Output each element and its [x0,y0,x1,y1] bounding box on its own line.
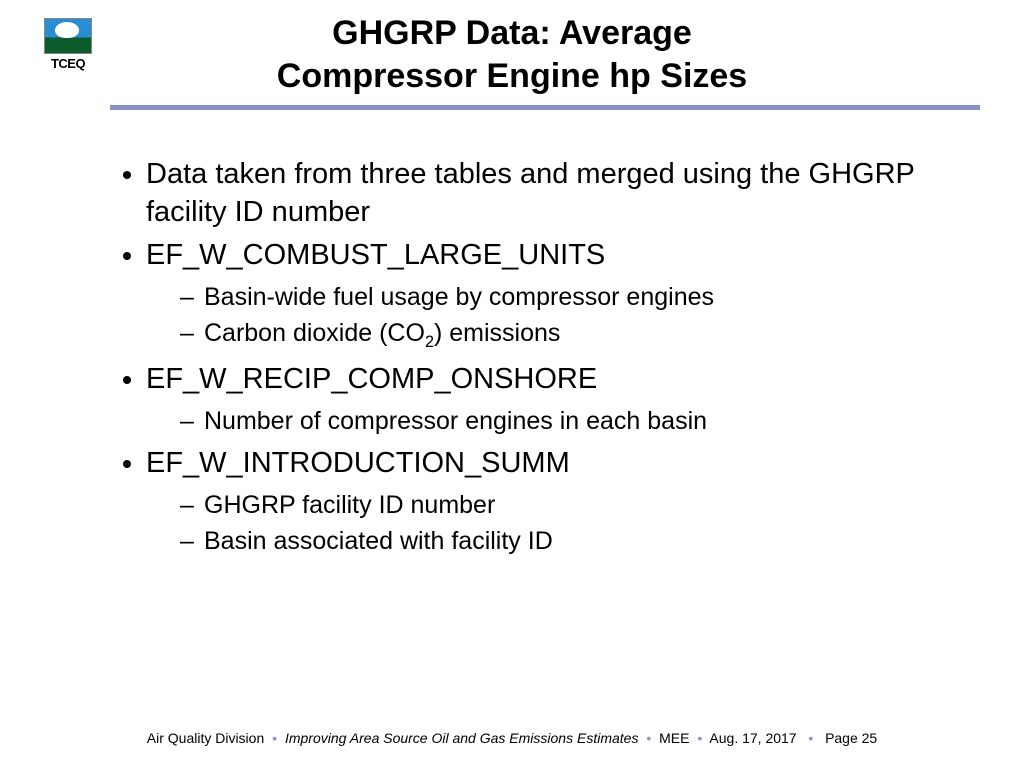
footer-separator: • [697,730,702,746]
bullet-item: EF_W_COMBUST_LARGE_UNITS Basin-wide fuel… [146,237,954,355]
sub-bullet-item: Carbon dioxide (CO2) emissions [180,315,954,355]
footer-separator: • [646,730,651,746]
footer-separator: • [808,730,813,746]
sub-bullet-item: GHGRP facility ID number [180,487,954,523]
bullet-list: Data taken from three tables and merged … [110,156,954,559]
bullet-text: EF_W_COMBUST_LARGE_UNITS [146,239,605,271]
sub-bullet-list: Basin-wide fuel usage by compressor engi… [146,279,954,355]
title-line-1: GHGRP Data: Average [332,14,692,52]
title-underline [110,105,980,110]
slide-header: TCEQ GHGRP Data: Average Compressor Engi… [0,0,1024,110]
slide-body: Data taken from three tables and merged … [0,110,1024,559]
slide-title: GHGRP Data: Average Compressor Engine hp… [0,12,1024,105]
tceq-logo: TCEQ [44,18,92,71]
sub-bullet-item: Basin-wide fuel usage by compressor engi… [180,279,954,315]
tceq-logo-image [44,18,92,54]
tceq-logo-text: TCEQ [44,56,92,71]
footer-page: Page 25 [825,730,877,746]
title-line-2: Compressor Engine hp Sizes [277,57,747,95]
sub-bullet-item: Number of compressor engines in each bas… [180,403,954,439]
sub-bullet-list: Number of compressor engines in each bas… [146,403,954,439]
bullet-item: Data taken from three tables and merged … [146,156,954,231]
slide-footer: Air Quality Division • Improving Area So… [0,730,1024,746]
bullet-item: EF_W_INTRODUCTION_SUMM GHGRP facility ID… [146,445,954,559]
sub-bullet-list: GHGRP facility ID number Basin associate… [146,487,954,560]
footer-date: Aug. 17, 2017 [709,730,796,746]
sub-bullet-item: Basin associated with facility ID [180,523,954,559]
footer-division: Air Quality Division [147,730,264,746]
bullet-text: EF_W_INTRODUCTION_SUMM [146,447,570,479]
footer-presentation: Improving Area Source Oil and Gas Emissi… [285,730,639,746]
bullet-text: EF_W_RECIP_COMP_ONSHORE [146,363,597,395]
footer-separator: • [272,730,277,746]
bullet-item: EF_W_RECIP_COMP_ONSHORE Number of compre… [146,361,954,439]
footer-author: MEE [659,730,689,746]
